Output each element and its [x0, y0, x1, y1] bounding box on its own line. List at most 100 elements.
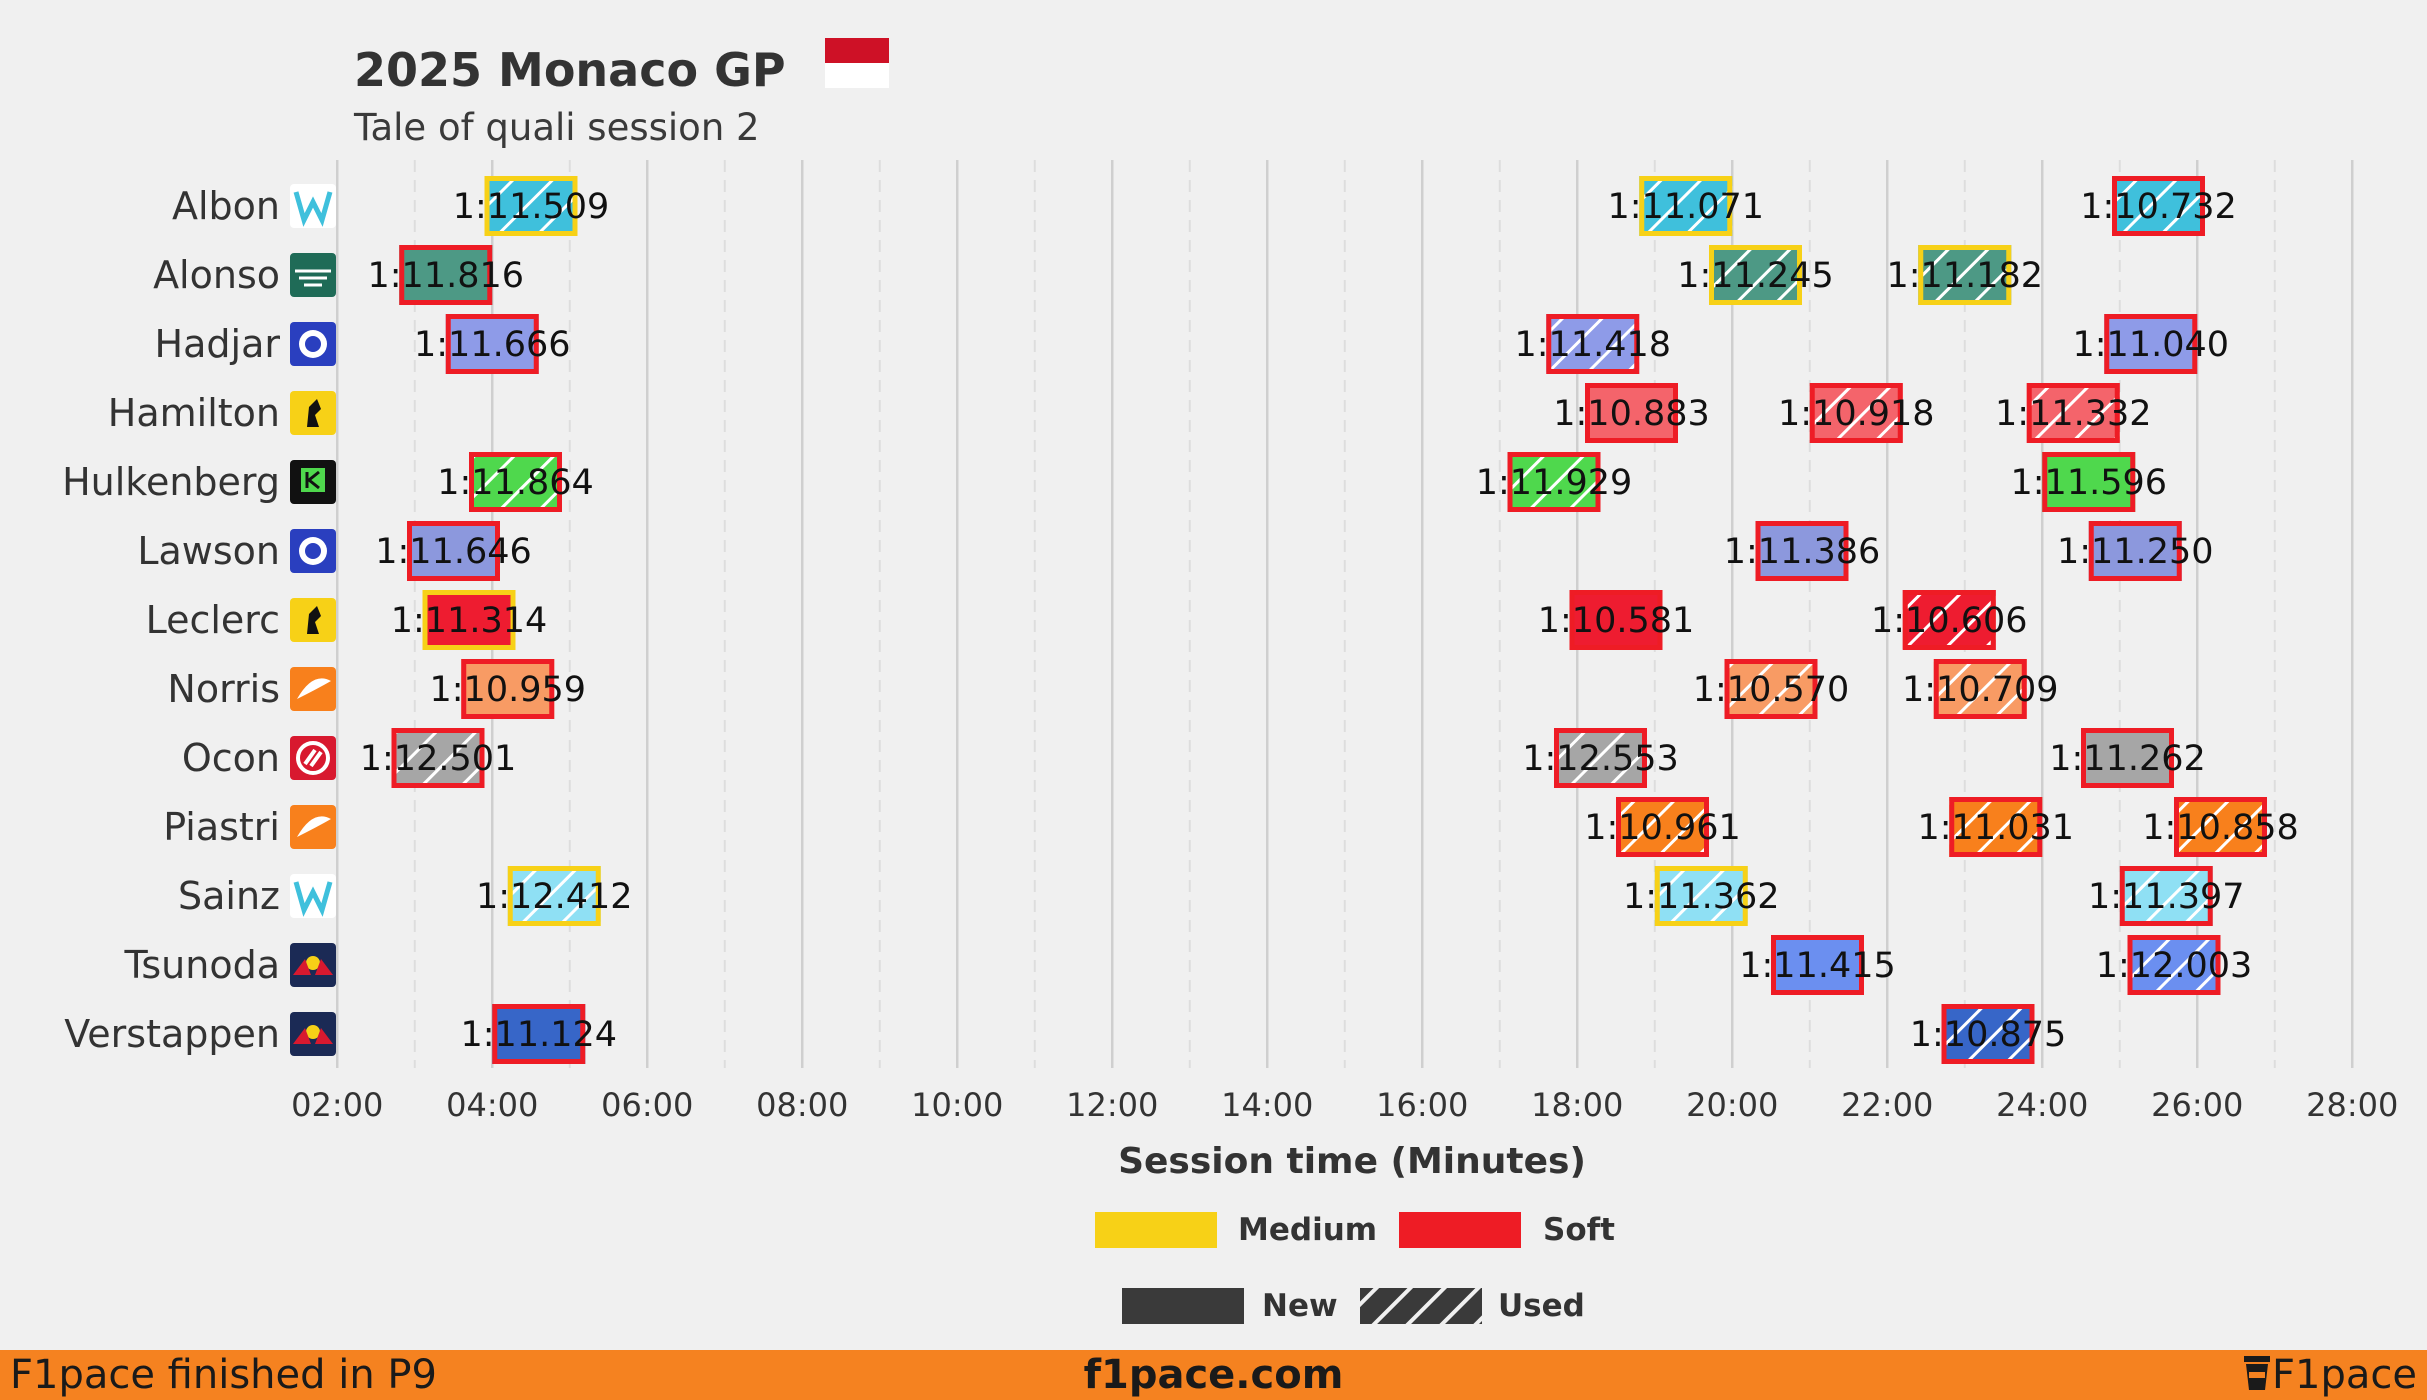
used-tyre-hatch	[1933, 659, 2027, 719]
used-tyre-hatch	[1709, 245, 1802, 305]
driver-label-sainz: Sainz	[178, 874, 280, 918]
compound-outline	[1918, 245, 2012, 305]
monaco-flag-icon	[825, 38, 889, 88]
lap-time-label: 1:11.124	[460, 1015, 617, 1055]
x-tick-label: 10:00	[911, 1086, 1003, 1124]
legend: Medium Soft New Used	[1095, 1212, 1615, 1324]
compound-outline	[422, 590, 516, 650]
lap-time-label: 1:11.262	[2049, 739, 2206, 779]
lap-time-label: 1:10.961	[1584, 808, 1741, 848]
lap-time-label: 1:11.386	[1724, 532, 1881, 572]
legend-medium-swatch	[1095, 1212, 1217, 1248]
compound-outline	[492, 1004, 586, 1064]
lap-time-label: 1:10.875	[1910, 1015, 2067, 1055]
lap-bar: 1:11.596	[2010, 452, 2167, 512]
x-axis-title: Session time (Minutes)	[1118, 1141, 1586, 1182]
lap-time-label: 1:11.596	[2010, 463, 2167, 503]
lap-time-label: 1:10.606	[1871, 601, 2028, 641]
lap-bar: 1:12.501	[360, 728, 517, 788]
compound-outline	[2127, 935, 2221, 995]
used-tyre-hatch	[1809, 383, 1903, 443]
lap-bar: 1:11.182	[1886, 245, 2043, 305]
lap-bar: 1:10.606	[1871, 590, 2028, 650]
lap-bar: 1:11.124	[460, 1004, 617, 1064]
legend-medium-label: Medium	[1238, 1212, 1377, 1248]
williams-logo-icon	[290, 184, 336, 228]
used-tyre-hatch	[2127, 935, 2221, 995]
lap-bar: 1:10.858	[2142, 797, 2299, 857]
used-tyre-hatch	[1949, 797, 2043, 857]
lap-bar: 1:11.245	[1677, 245, 1834, 305]
lap-bar: 1:11.362	[1623, 866, 1780, 926]
compound-outline	[1569, 590, 1663, 650]
driver-label-alonso: Alonso	[153, 253, 280, 297]
lap-bar-fill	[461, 659, 555, 719]
lap-bar-fill	[2042, 452, 2136, 512]
chart-subtitle: Tale of quali session 2	[353, 106, 760, 149]
compound-outline	[1546, 314, 1640, 374]
compound-outline	[484, 176, 578, 236]
x-tick-label: 18:00	[1531, 1086, 1623, 1124]
lap-time-label: 1:11.071	[1607, 187, 1764, 227]
lap-time-label: 1:11.245	[1677, 256, 1834, 296]
footer-website-link[interactable]: f1pace.com	[1083, 1352, 1344, 1398]
lap-bar-fill	[2104, 314, 2198, 374]
lap-bar: 1:12.553	[1522, 728, 1679, 788]
red-bull-logo-icon	[290, 1012, 336, 1056]
legend-soft-swatch	[1399, 1212, 1521, 1248]
compound-outline	[1639, 176, 1733, 236]
lap-bar-fill	[2081, 728, 2174, 788]
compound-outline	[1724, 659, 1818, 719]
compound-outline	[2104, 314, 2198, 374]
x-tick-label: 06:00	[601, 1086, 693, 1124]
racing-bulls-logo-icon	[290, 529, 336, 573]
lap-bar: 1:11.386	[1724, 521, 1881, 581]
compound-outline	[461, 659, 555, 719]
lap-bar: 1:11.071	[1607, 176, 1764, 236]
lap-time-label: 1:12.501	[360, 739, 517, 779]
used-tyre-hatch	[1902, 590, 1996, 650]
lap-bar: 1:11.816	[367, 245, 524, 305]
lap-time-label: 1:11.332	[1995, 394, 2152, 434]
x-tick-label: 04:00	[446, 1086, 538, 1124]
legend-new-swatch	[1122, 1288, 1244, 1324]
lap-bar: 1:10.918	[1778, 383, 1935, 443]
used-tyre-hatch	[1639, 176, 1733, 236]
lap-time-label: 1:11.816	[367, 256, 524, 296]
driver-label-hamilton: Hamilton	[108, 391, 280, 435]
compound-outline	[2174, 797, 2267, 857]
lap-time-label: 1:11.864	[437, 463, 594, 503]
lap-bar-fill	[1755, 521, 1849, 581]
lap-bar-fill	[2088, 521, 2182, 581]
aston-martin-logo-icon	[290, 253, 336, 297]
lap-bar: 1:11.646	[375, 521, 532, 581]
lap-time-label: 1:11.646	[375, 532, 532, 572]
compound-outline	[1809, 383, 1903, 443]
lap-bar: 1:10.709	[1902, 659, 2059, 719]
used-tyre-hatch	[469, 452, 562, 512]
compound-outline	[1654, 866, 1748, 926]
sauber-logo-icon	[290, 460, 336, 504]
legend-new-label: New	[1262, 1288, 1338, 1324]
lap-time-label: 1:11.250	[2057, 532, 2214, 572]
driver-label-albon: Albon	[172, 184, 280, 228]
lap-time-label: 1:10.732	[2080, 187, 2237, 227]
compound-outline	[1941, 1004, 2035, 1064]
compound-outline	[469, 452, 562, 512]
lap-time-label: 1:12.412	[476, 877, 633, 917]
used-tyre-hatch	[2026, 383, 2120, 443]
lap-time-label: 1:11.362	[1623, 877, 1780, 917]
lap-time-label: 1:10.918	[1778, 394, 1935, 434]
footer-brand: F1pace	[2242, 1352, 2417, 1398]
driver-label-ocon: Ocon	[182, 736, 280, 780]
lap-time-label: 1:11.666	[414, 325, 571, 365]
compound-outline	[2026, 383, 2120, 443]
used-tyre-hatch	[1724, 659, 1818, 719]
lap-time-label: 1:11.314	[391, 601, 548, 641]
used-tyre-hatch	[391, 728, 485, 788]
lap-bar: 1:10.875	[1910, 1004, 2067, 1064]
compound-outline	[2119, 866, 2213, 926]
lap-bar: 1:11.666	[414, 314, 571, 374]
lap-bar-fill	[407, 521, 500, 581]
lap-time-label: 1:10.858	[2142, 808, 2299, 848]
